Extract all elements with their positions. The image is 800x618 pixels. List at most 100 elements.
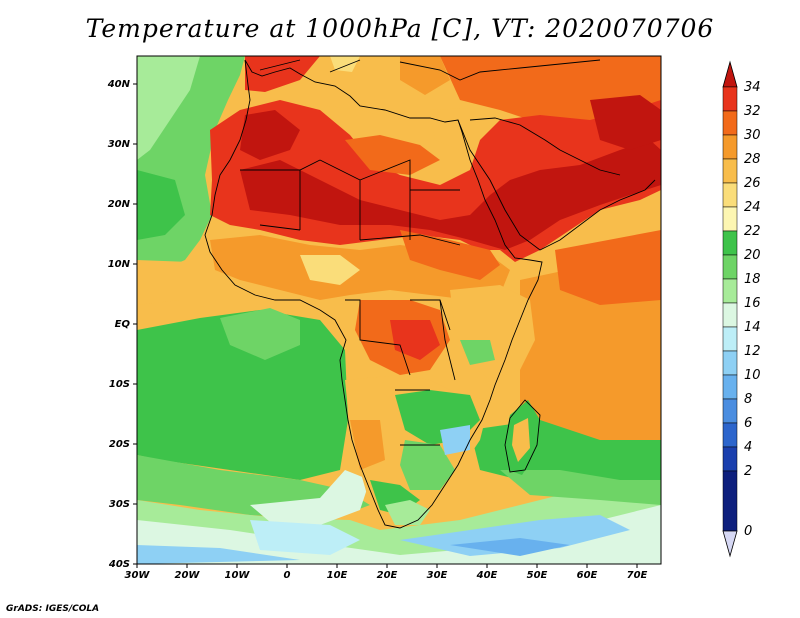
- x-tick-label: 70E: [627, 570, 648, 581]
- colorbar-label: 30: [744, 128, 761, 143]
- temperature-field: [137, 56, 661, 564]
- colorbar-swatch-30: [722, 110, 738, 136]
- y-tick-label: 30S: [109, 499, 130, 510]
- europe-coast: [259, 59, 601, 81]
- colorbar-bottom-arrow: [722, 530, 738, 558]
- coastlines: [204, 59, 656, 529]
- colorbar-label: 10: [744, 368, 761, 383]
- colorbar-label: 4: [744, 440, 752, 455]
- colorbar-label: 2: [744, 464, 752, 479]
- colorbar-swatch-26: [722, 158, 738, 184]
- africa-coastline: [204, 59, 543, 529]
- gulf-coast: [469, 117, 621, 176]
- x-tick-label: 50E: [527, 570, 548, 581]
- field-atlantic-north-cool: [137, 56, 200, 160]
- colorbar-swatch-20: [722, 230, 738, 256]
- colorbar-label: 8: [744, 392, 752, 407]
- y-tick-label: 40S: [108, 559, 130, 570]
- colorbar-label: 24: [744, 200, 761, 215]
- colorbar-label: 6: [744, 416, 752, 431]
- madagascar-coast: [504, 399, 541, 473]
- colorbar-swatch-2: [722, 446, 738, 472]
- field-libya: [345, 135, 440, 175]
- y-tick-label: 40N: [107, 79, 131, 90]
- colorbar-swatch-12: [722, 326, 738, 352]
- colorbar-swatch-22: [722, 206, 738, 232]
- field-cold-mozambique: [440, 425, 470, 455]
- colorbar-label: 22: [744, 224, 761, 239]
- colorbar-swatch-4: [722, 422, 738, 448]
- colorbar-label: 18: [744, 272, 761, 287]
- field-namibia: [350, 420, 385, 470]
- field-indian-ocean: [520, 250, 661, 480]
- x-tick-label: 30W: [125, 570, 151, 581]
- colorbar-label: 12: [744, 344, 761, 359]
- colorbar: 34 32 30 28 26 24 22 20 18 16 14 12 10 8…: [722, 60, 761, 558]
- colorbar-swatch-28: [722, 134, 738, 160]
- colorbar-swatch-14: [722, 302, 738, 328]
- field-congo-core: [390, 320, 440, 360]
- y-tick-label: 10N: [108, 259, 131, 270]
- red-sea-arabia-coast: [457, 119, 656, 251]
- x-tick-label: 10W: [225, 570, 251, 581]
- field-botswana: [400, 440, 455, 490]
- colorbar-swatch-24: [722, 182, 738, 208]
- colorbar-label: 34: [744, 80, 761, 95]
- rift-lakes: [439, 299, 456, 381]
- map-title: Temperature at 1000hPa [C], VT: 20200707…: [85, 14, 715, 43]
- field-south-atlantic: [137, 310, 348, 480]
- colorbar-top-arrow: [722, 60, 738, 88]
- colorbar-swatch-8: [722, 374, 738, 400]
- y-axis-labels: 40S 30S 20S 10S EQ 10N 20N 30N 40N: [107, 79, 131, 570]
- grads-credit: GrADS: IGES/COLA: [6, 604, 100, 614]
- y-tick-label: 10S: [109, 379, 130, 390]
- y-tick-label: 20N: [108, 199, 131, 210]
- x-tick-label: 0: [284, 570, 291, 581]
- y-tick-label: 20S: [109, 439, 130, 450]
- x-tick-label: 10E: [327, 570, 348, 581]
- field-cold-current: [250, 470, 370, 525]
- x-tick-label: 40E: [476, 570, 498, 581]
- field-arabian-sea: [555, 230, 661, 305]
- field-cold-pocket-1: [250, 520, 360, 555]
- x-tick-label: 30E: [427, 570, 448, 581]
- y-tick-label: 30N: [108, 139, 131, 150]
- field-madagascar-warm: [512, 418, 530, 462]
- field-egypt-coast: [430, 108, 480, 150]
- field-indian-ocean-south-2: [500, 470, 661, 505]
- colorbar-label: 32: [744, 104, 761, 119]
- colorbar-swatch-16: [722, 278, 738, 304]
- x-tick-label: 20W: [175, 570, 201, 581]
- field-europe-cool: [330, 56, 360, 72]
- colorbar-swatch-6: [722, 398, 738, 424]
- field-cold-pocket-3: [137, 545, 300, 564]
- colorbar-label: 14: [744, 320, 761, 335]
- colorbar-swatch-18: [722, 254, 738, 280]
- colorbar-label: 20: [744, 248, 761, 263]
- y-tick-label: EQ: [115, 319, 131, 330]
- axis-ticks: [133, 83, 638, 568]
- colorbar-swatch-0: [722, 470, 738, 532]
- field-lake-region: [460, 340, 495, 365]
- colorbar-swatch-10: [722, 350, 738, 376]
- field-iberia: [245, 56, 320, 92]
- field-sudan: [400, 230, 500, 280]
- colorbar-swatch-32: [722, 86, 738, 112]
- field-hot-iran: [590, 95, 661, 150]
- x-tick-label: 20E: [377, 570, 398, 581]
- field-cold-pocket-4: [450, 538, 570, 556]
- field-balkans: [400, 56, 450, 95]
- colorbar-label: 16: [744, 296, 761, 311]
- field-nigeria: [300, 255, 360, 285]
- colorbar-label: 26: [744, 176, 761, 191]
- field-hot-morocco: [240, 110, 300, 160]
- field-gulf-guinea: [220, 308, 300, 360]
- colorbar-label: 28: [744, 152, 761, 167]
- colorbar-label: 0: [744, 524, 752, 539]
- field-atlantic-warm-strip: [137, 260, 220, 305]
- map-frame: [136, 55, 662, 565]
- field-hottest-core: [240, 140, 661, 250]
- field-atlantic-mid: [137, 170, 185, 240]
- x-tick-label: 60E: [577, 570, 598, 581]
